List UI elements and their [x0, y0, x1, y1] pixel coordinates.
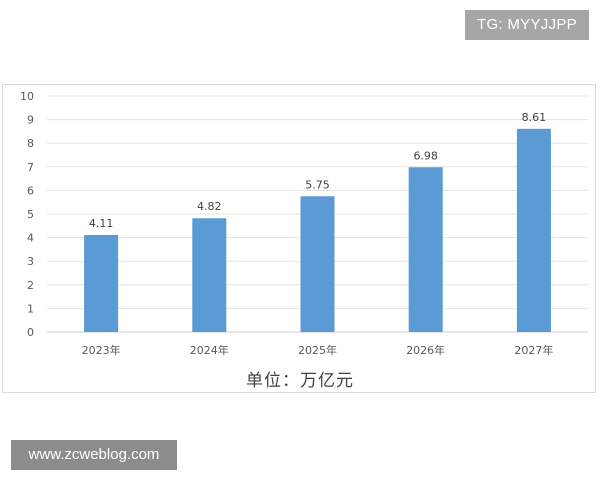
watermark-bottom: www.zcweblog.com	[11, 440, 177, 470]
data-label: 8.61	[522, 111, 547, 124]
y-axis-ticks: 0 1 2 3 4 5 6 7 8 9 10	[20, 90, 34, 339]
bar	[408, 167, 443, 332]
y-tick-label: 9	[27, 114, 34, 127]
bar	[300, 196, 335, 332]
bar	[192, 218, 227, 332]
y-tick-label: 5	[27, 208, 34, 221]
data-label: 6.98	[413, 149, 438, 162]
x-tick-label: 2027年	[514, 343, 553, 357]
watermark-top: TG: MYYJJPP	[465, 10, 589, 40]
x-tick-label: 2026年	[406, 343, 445, 357]
data-label: 4.11	[89, 217, 114, 230]
x-tick-label: 2023年	[82, 343, 121, 357]
data-label: 4.82	[197, 200, 222, 213]
y-tick-label: 6	[27, 184, 34, 197]
bar	[516, 128, 551, 332]
x-tick-label: 2024年	[190, 343, 229, 357]
y-tick-label: 3	[27, 255, 34, 268]
data-label: 5.75	[305, 178, 330, 191]
y-tick-label: 8	[27, 137, 34, 150]
y-tick-label: 10	[20, 90, 34, 103]
bars	[84, 128, 551, 332]
unit-caption: 单位：万亿元	[246, 371, 354, 391]
y-tick-label: 1	[27, 302, 34, 315]
x-tick-label: 2025年	[298, 343, 337, 357]
y-tick-label: 2	[27, 279, 34, 292]
data-labels: 4.11 4.82 5.75 6.98 8.61	[89, 111, 546, 230]
x-axis-ticks: 2023年 2024年 2025年 2026年 2027年	[82, 343, 554, 357]
y-tick-label: 4	[27, 232, 34, 245]
bar	[84, 235, 119, 332]
y-tick-label: 7	[27, 161, 34, 174]
y-tick-label: 0	[27, 326, 34, 339]
